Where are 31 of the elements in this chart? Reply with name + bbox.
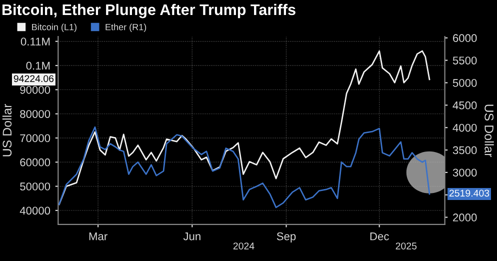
y-tick-label: 80000 [20, 110, 50, 118]
text: 2024 [233, 242, 254, 250]
y2-tick-label: 5500 [452, 56, 477, 64]
y-tick-label: 60000 [20, 158, 50, 166]
y2-tick-label: 5000 [452, 79, 477, 87]
text: 94224.06 [14, 75, 54, 82]
legend-label: Bitcoin (L1) [32, 24, 76, 32]
y2-tick-label: 6000 [453, 34, 477, 42]
text: 2519.403 [449, 190, 490, 197]
y2-tick-label: 3000 [452, 168, 477, 177]
y2-tick-label: 4000 [452, 124, 477, 132]
y-tick-label: 0.11M [20, 38, 50, 46]
y-tick-label: 0.1M [26, 62, 50, 70]
y-tick-label: 40000 [20, 206, 50, 215]
y2-tick-label: 2000 [453, 214, 477, 222]
y2-axis-title: US Dollar [484, 104, 494, 158]
legend-label: Ether (R1) [106, 24, 146, 32]
y2-tick-label: 3500 [452, 146, 477, 154]
line-series [58, 50, 430, 206]
text: 2025 [396, 242, 417, 250]
chart-title: Bitcoin, Ether Plunge After Trump Tariffs [2, 4, 296, 18]
x-tick-label: Dec [370, 232, 389, 240]
y-tick-label: 90000 [20, 86, 50, 94]
y-tick-label: 70000 [20, 134, 50, 142]
y-tick-label: 50000 [20, 182, 50, 190]
x-tick-label: Mar [89, 232, 108, 240]
y2-tick-label: 4500 [452, 101, 477, 110]
y-axis-title: US Dollar [2, 104, 12, 156]
x-tick-label: Sep [276, 232, 296, 242]
line-series [58, 126, 430, 208]
x-tick-label: Jun [183, 232, 200, 240]
